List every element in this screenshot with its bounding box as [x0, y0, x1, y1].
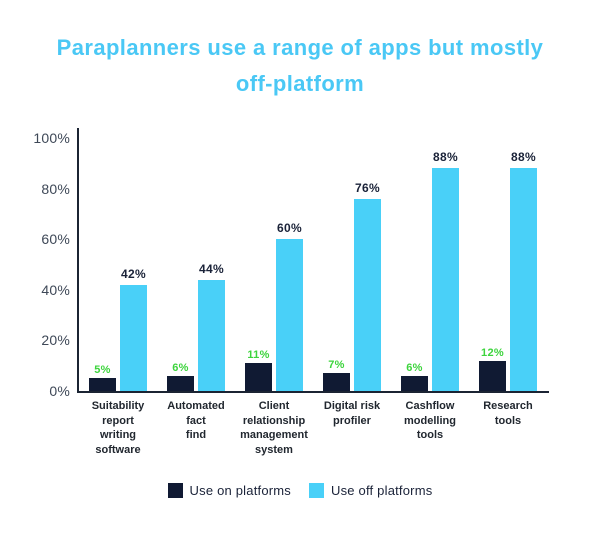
- bar-column-use-on-platforms: 5%: [89, 364, 116, 391]
- bar-column-use-on-platforms: 11%: [245, 349, 272, 391]
- bar-use-on-platforms: [401, 376, 428, 391]
- chart-title: Paraplanners use a range of apps but mos…: [0, 30, 600, 102]
- category-label: Digital risk profiler: [323, 400, 381, 427]
- bar-column-use-on-platforms: 7%: [323, 359, 350, 391]
- category-label: Research tools: [483, 400, 533, 427]
- bar-column-use-on-platforms: 12%: [479, 347, 506, 391]
- legend-item-use-on-platforms: Use on platforms: [167, 483, 292, 498]
- bar-group: 6% 88%: [391, 128, 469, 391]
- bar-column-use-on-platforms: 6%: [401, 362, 428, 391]
- bar-value-label: 88%: [433, 150, 458, 164]
- bar-value-label: 6%: [406, 362, 423, 374]
- y-axis-label: 100%: [33, 130, 70, 146]
- bar-value-label: 44%: [199, 262, 224, 276]
- category-label: Automated fact find: [167, 400, 225, 441]
- bar-use-off-platforms: [432, 168, 459, 391]
- bar-column-use-off-platforms: 88%: [510, 150, 537, 391]
- legend-item-use-off-platforms: Use off platforms: [309, 483, 432, 498]
- bar-value-label: 88%: [511, 150, 536, 164]
- y-axis-label: 80%: [41, 180, 70, 197]
- y-axis-label: 60%: [41, 231, 70, 248]
- bar-group: 6% 44%: [157, 128, 235, 391]
- chart-title-line-2: off-platform: [235, 71, 365, 96]
- bar-value-label: 60%: [277, 221, 302, 235]
- bar-group: 7% 76%: [313, 128, 391, 391]
- bar-value-label: 12%: [481, 347, 504, 359]
- bar-group: 5% 42%: [79, 128, 157, 391]
- plot-area: 5% 42% 6% 44% 11% 60% 7% 76% 6% 88% 12% 88%: [77, 128, 549, 393]
- category-label: Cashflow modelling tools: [404, 400, 456, 441]
- bar-column-use-on-platforms: 6%: [167, 362, 194, 391]
- bar-column-use-off-platforms: 60%: [276, 221, 303, 391]
- bar-use-off-platforms: [276, 239, 303, 391]
- legend-label: Use off platforms: [331, 483, 433, 498]
- y-axis-label: 0%: [49, 383, 70, 399]
- y-axis-label: 40%: [41, 281, 70, 298]
- bar-group: 12% 88%: [469, 128, 547, 391]
- bar-use-on-platforms: [89, 378, 116, 391]
- bar-value-label: 11%: [247, 349, 270, 361]
- bar-column-use-off-platforms: 42%: [120, 267, 147, 391]
- bar-use-on-platforms: [167, 376, 194, 391]
- bar-value-label: 7%: [328, 359, 345, 371]
- bar-value-label: 6%: [172, 362, 189, 374]
- bar-use-on-platforms: [479, 361, 506, 391]
- legend-swatch-use-on-platforms: [167, 483, 183, 498]
- bar-use-off-platforms: [198, 280, 225, 391]
- legend-label: Use on platforms: [189, 483, 292, 498]
- category-labels: Suitability report writing software Automate…: [79, 399, 549, 457]
- bar-use-off-platforms: [354, 199, 381, 391]
- bar-use-off-platforms: [120, 285, 147, 391]
- bar-value-label: 76%: [355, 181, 380, 195]
- bar-value-label: 42%: [121, 267, 146, 281]
- legend-swatch-use-off-platforms: [309, 483, 325, 498]
- bar-column-use-off-platforms: 88%: [432, 150, 459, 391]
- bar-group: 11% 60%: [235, 128, 313, 391]
- y-axis: 100% 80% 60% 40% 20% 0%: [24, 128, 70, 399]
- legend: Use on platforms Use off platforms: [0, 483, 600, 498]
- y-axis-label: 20%: [41, 332, 70, 349]
- bar-column-use-off-platforms: 44%: [198, 262, 225, 391]
- bar-use-on-platforms: [245, 363, 272, 391]
- bar-use-off-platforms: [510, 168, 537, 391]
- bar-use-on-platforms: [323, 373, 350, 391]
- category-label: Suitability report writing software: [91, 400, 145, 456]
- bar-value-label: 5%: [94, 364, 111, 376]
- category-label: Client relationship management system: [240, 400, 308, 456]
- chart-title-line-1: Paraplanners use a range of apps but mos…: [56, 35, 544, 60]
- bar-column-use-off-platforms: 76%: [354, 181, 381, 391]
